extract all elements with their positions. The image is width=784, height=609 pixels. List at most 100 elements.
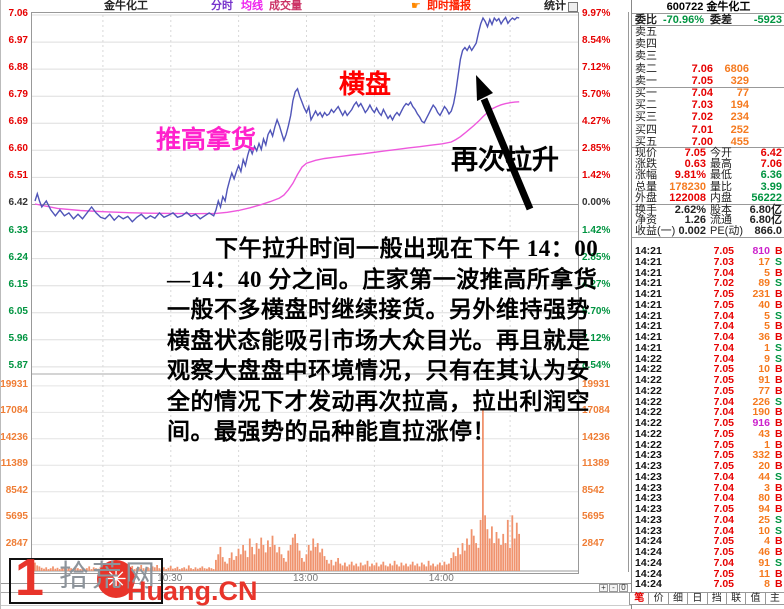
intraday-chart[interactable] <box>31 12 579 574</box>
volume-axis-label: 11389 <box>582 458 610 470</box>
commentary-line: 全的情况下才发动再次拉高，拉出利润空 <box>167 388 590 414</box>
price-axis-label: 6.05 <box>8 305 28 317</box>
order-book-row: 卖五 <box>632 26 784 38</box>
tick-row: 14:22 7.04 9 S <box>632 352 784 365</box>
chart-zoom-out-button[interactable]: - <box>609 584 618 592</box>
tick-time: 14:22 <box>635 363 662 376</box>
stats-row: 涨跌 0.63 最高 7.06 <box>632 159 784 170</box>
tick-price: 7.04 <box>713 352 734 365</box>
stats-label: 换手 <box>635 204 657 216</box>
watermark-gear-icon: ✳ <box>97 560 135 598</box>
toolbar-tab-junxian[interactable]: 均线 <box>241 0 263 12</box>
commentary-line: —14：40 分之间。庄家第一波推高所拿货 <box>167 266 598 292</box>
stats-window-icon[interactable] <box>568 2 578 12</box>
price-axis-label: 7.06 <box>8 8 28 19</box>
chart-canvas <box>32 14 578 572</box>
percent-axis-label: 9.97% <box>582 8 611 19</box>
tick-row: 14:21 7.04 5 S <box>632 309 784 322</box>
tick-price: 7.05 <box>713 288 734 300</box>
tick-volume: 4 <box>764 535 770 548</box>
tick-by-tick-list[interactable]: 14:21 7.05 810 B 14:21 7.03 17 S 14:21 7.04 5 B 14:2… <box>632 246 784 590</box>
toolbar-tab-fenshi[interactable]: 分时 <box>211 0 233 12</box>
stats-row: 涨幅 9.81% 最低 6.36 <box>632 170 784 181</box>
stats-label: 量比 <box>710 180 732 193</box>
tick-time: 14:22 <box>635 406 662 419</box>
tick-time: 14:22 <box>635 352 662 365</box>
panel-tab-bar: 笔价细日挡联值主 <box>629 592 784 605</box>
price-axis-label: 6.24 <box>8 251 28 263</box>
price-axis-label: 6.51 <box>8 170 28 182</box>
stats-label: 最低 <box>710 169 732 182</box>
tick-price: 7.05 <box>713 384 734 397</box>
panel-tab-日[interactable]: 日 <box>688 593 708 604</box>
volume-axis-label: 19931 <box>0 378 28 390</box>
time-axis-label: 13:00 <box>292 573 319 584</box>
panel-tab-细[interactable]: 细 <box>669 593 689 604</box>
tick-volume: 17 <box>758 255 770 268</box>
stats-row: 收益(一) 0.002 PE(动) 866.0 <box>632 226 784 237</box>
toolbar-tab-volume[interactable]: 成交量 <box>269 0 302 12</box>
tick-time: 14:23 <box>635 513 662 526</box>
toolbar-live-broadcast[interactable]: 即时播报 <box>427 0 471 12</box>
volume-axis-label: 11389 <box>0 458 28 470</box>
volume-axis-label: 14236 <box>0 431 28 443</box>
time-axis-label: 14:00 <box>428 573 454 584</box>
tick-price: 7.04 <box>713 406 734 419</box>
panel-tab-值[interactable]: 值 <box>746 593 766 604</box>
panel-tab-笔[interactable]: 笔 <box>630 593 650 604</box>
stats-label: 股本 <box>710 204 732 216</box>
tick-time: 14:21 <box>635 277 662 290</box>
stats-value: 6.80亿 <box>749 214 782 227</box>
stats-value: 6.42 <box>760 147 782 159</box>
bid-ask-divider <box>632 86 784 88</box>
tick-direction: B <box>775 460 783 472</box>
tick-direction: B <box>775 567 783 580</box>
tick-volume: 89 <box>758 277 770 290</box>
toolbar-stats[interactable]: 统计 <box>544 0 566 12</box>
stats-row: 现价 7.05 今开 6.42 <box>632 148 784 159</box>
tick-time: 14:22 <box>635 395 662 408</box>
stats-label: 流通 <box>710 214 732 227</box>
volume-axis-label: 17084 <box>582 405 610 417</box>
tick-volume: 1 <box>764 438 770 451</box>
chart-zoom-in-button[interactable]: + <box>599 584 608 592</box>
price-axis-label: 6.97 <box>8 35 28 47</box>
tick-time: 14:24 <box>635 567 662 580</box>
panel-tab-挡[interactable]: 挡 <box>708 593 727 604</box>
tick-time: 14:21 <box>635 245 662 257</box>
tick-volume: 3 <box>764 481 770 494</box>
percent-axis-label: 4.27% <box>582 278 611 290</box>
tick-time: 14:23 <box>635 470 662 483</box>
tick-price: 7.05 <box>713 578 734 591</box>
chart-zoom-reset-button[interactable]: 0 <box>619 584 628 592</box>
tick-price: 7.05 <box>713 460 734 472</box>
tick-time: 14:21 <box>635 341 662 354</box>
tick-row: 14:24 7.04 91 S <box>632 558 784 569</box>
percent-axis-label: 1.42% <box>582 170 611 182</box>
tick-row: 14:23 7.04 25 S <box>632 515 784 526</box>
tick-direction: B <box>775 449 783 462</box>
tick-price: 7.04 <box>713 556 734 569</box>
percent-axis-right: 9.97% 8.54% 7.12% 5.70% 4.27% 2.85% 1.42% 0.00%… <box>579 8 629 572</box>
bottom-strip <box>1 593 631 606</box>
tick-time: 14:23 <box>635 449 662 462</box>
panel-tab-联[interactable]: 联 <box>727 593 747 604</box>
price-axis-label: 6.79 <box>8 89 28 101</box>
tick-row: 14:21 7.05 40 B <box>632 300 784 311</box>
percent-axis-label: 1.42% <box>582 224 611 236</box>
tick-direction: B <box>775 363 783 376</box>
order-book-level-label: 买三 <box>635 111 657 124</box>
tick-direction: S <box>775 309 783 322</box>
commentary-line: 间。最强势的品种能直拉涨停！ <box>167 419 496 444</box>
tick-row: 14:22 7.05 916 B <box>632 418 784 429</box>
tick-time: 14:22 <box>635 427 662 440</box>
tick-time: 14:22 <box>635 374 662 386</box>
tick-price: 7.04 <box>713 524 734 537</box>
tick-volume: 8 <box>764 578 770 591</box>
panel-tab-主[interactable]: 主 <box>769 593 780 604</box>
tick-time: 14:23 <box>635 503 662 515</box>
panel-tab-价[interactable]: 价 <box>649 593 669 604</box>
price-axis-label: 5.96 <box>8 332 28 344</box>
tick-price: 7.02 <box>713 277 734 290</box>
toolbar-stock-name[interactable]: 金牛化工 <box>104 0 148 12</box>
